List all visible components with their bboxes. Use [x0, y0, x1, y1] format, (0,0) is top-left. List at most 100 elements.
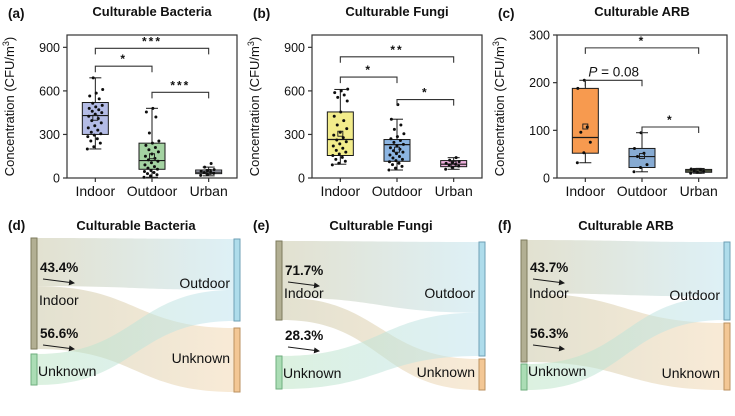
y-tick-label: 0 [298, 172, 305, 186]
significance-stars: * [422, 86, 429, 100]
sankey-node-label: Outdoor [179, 275, 230, 291]
panel-letter: (f) [498, 218, 512, 233]
flow-percentage-label: 43.4% [40, 260, 78, 275]
panel-letter: (a) [8, 6, 25, 21]
box-urban [685, 167, 713, 175]
mean-marker [450, 160, 457, 167]
panel-e-sankey-culturable-fungi: (e) Culturable Fungi 71.7% 28.3% Indoor Unkno… [253, 218, 486, 391]
flow-percentage-label: 56.6% [40, 326, 78, 341]
mean-marker [695, 167, 702, 174]
sankey-node-right-unknown [233, 327, 241, 393]
sankey-node-label: Unknown [172, 350, 230, 366]
sankey-node-label: Indoor [284, 285, 324, 301]
chart-title: Culturable Bacteria [92, 4, 212, 19]
sankey-flow [527, 296, 724, 390]
sankey-node-label: Outdoor [424, 285, 475, 301]
x-category-label: Indoor [565, 183, 605, 199]
x-category-label: Urban [190, 183, 228, 199]
sankey-flow [282, 241, 479, 313]
mean-marker [582, 123, 589, 130]
y-tick-label: 0 [543, 172, 550, 186]
panel-b-boxplot-culturable-fungi: (b) Culturable Fungi Concentration (CFU/m3… [246, 4, 483, 199]
box-outdoor [383, 103, 411, 172]
box-indoor [326, 87, 354, 167]
panel-d-sankey-culturable-bacteria: (d) Culturable Bacteria 43.4% 56.6% Indoor Un… [8, 218, 241, 393]
sankey-flow [37, 289, 234, 385]
box-indoor [571, 78, 599, 165]
sankey-node-label: Unknown [417, 364, 475, 380]
box-outdoor [628, 131, 656, 174]
x-category-label: Indoor [320, 183, 360, 199]
flow-arrow-icon [532, 278, 565, 286]
significance-bracket [641, 126, 700, 133]
p-value-label: P = 0.08 [588, 64, 639, 79]
significance-bracket [151, 91, 210, 99]
significance-bracket [94, 65, 153, 73]
box-outdoor [138, 106, 166, 179]
chart-title: Culturable Fungi [345, 4, 448, 19]
significance-bracket [584, 47, 700, 54]
sankey-flow [527, 240, 724, 297]
y-tick-label: 600 [284, 84, 305, 98]
significance-stars: * [639, 34, 646, 48]
y-tick-label: 300 [39, 128, 60, 142]
flow-arrow-icon [287, 346, 320, 354]
y-tick-label: 100 [529, 124, 550, 138]
panel-c-boxplot-culturable-arb: (c) Culturable ARB Concentration (CFU/m3) 0… [491, 4, 728, 199]
box-urban [195, 161, 223, 177]
y-tick-label: 300 [529, 29, 550, 43]
x-category-label: Outdoor [617, 183, 668, 199]
sankey-node-right-outdoor [723, 241, 731, 321]
significance-stars: *** [142, 34, 162, 48]
flow-arrow-icon [532, 344, 565, 352]
significance-stars: ** [390, 43, 403, 57]
significance-stars: * [667, 113, 674, 127]
sankey-node-label: Indoor [529, 285, 569, 301]
sankey-node-left-indoor [30, 237, 38, 350]
flow-percentage-label: 56.3% [530, 326, 568, 341]
sankey-node-label: Outdoor [669, 287, 720, 303]
panel-letter: (e) [253, 218, 270, 233]
significance-stars: *** [170, 78, 190, 92]
chart-title: Culturable Bacteria [76, 218, 196, 233]
x-category-label: Indoor [75, 183, 115, 199]
sankey-node-label: Unknown [662, 365, 720, 381]
sankey-node-label: Unknown [38, 363, 96, 379]
significance-bracket [339, 76, 398, 84]
panel-f-sankey-culturable-arb: (f) Culturable ARB 43.7% 56.3% Indoor Unknown… [498, 218, 731, 391]
flow-percentage-label: 43.7% [530, 260, 568, 275]
panel-a-boxplot-culturable-bacteria: (a) Culturable Bacteria Concentration (CFU… [1, 4, 238, 199]
y-tick-label: 900 [284, 41, 305, 55]
sankey-node-left-unknown [275, 355, 283, 390]
panel-letter: (c) [498, 6, 515, 21]
sankey-flow [282, 312, 479, 389]
y-axis-label: Concentration (CFU/m3) [1, 37, 17, 176]
box-indoor [81, 76, 109, 151]
y-axis-label: Concentration (CFU/m3) [246, 37, 262, 176]
chart-title: Culturable ARB [594, 4, 690, 19]
flow-percentage-label: 28.3% [285, 328, 323, 343]
flow-arrow-icon [287, 281, 320, 289]
significance-stars: * [120, 52, 127, 66]
sankey-node-label: Unknown [283, 365, 341, 381]
mean-marker [639, 153, 645, 160]
significance-bracket [94, 47, 210, 55]
flow-arrow-icon [42, 278, 75, 286]
sankey-node-right-outdoor [478, 241, 486, 357]
significance-stars: * [365, 63, 372, 77]
sankey-node-left-unknown [30, 353, 38, 386]
mean-marker [92, 114, 99, 121]
panel-letter: (b) [253, 6, 270, 21]
sankey-node-right-unknown [723, 322, 731, 391]
y-tick-label: 600 [39, 84, 60, 98]
significance-bracket [584, 79, 643, 87]
sankey-node-left-indoor [520, 239, 528, 363]
box-urban [440, 156, 468, 171]
y-tick-label: 900 [39, 41, 60, 55]
significance-bracket [339, 56, 455, 63]
sankey-node-left-indoor [275, 240, 283, 321]
chart-title: Culturable ARB [578, 218, 674, 233]
panel-letter: (d) [8, 218, 25, 233]
y-tick-label: 300 [284, 128, 305, 142]
